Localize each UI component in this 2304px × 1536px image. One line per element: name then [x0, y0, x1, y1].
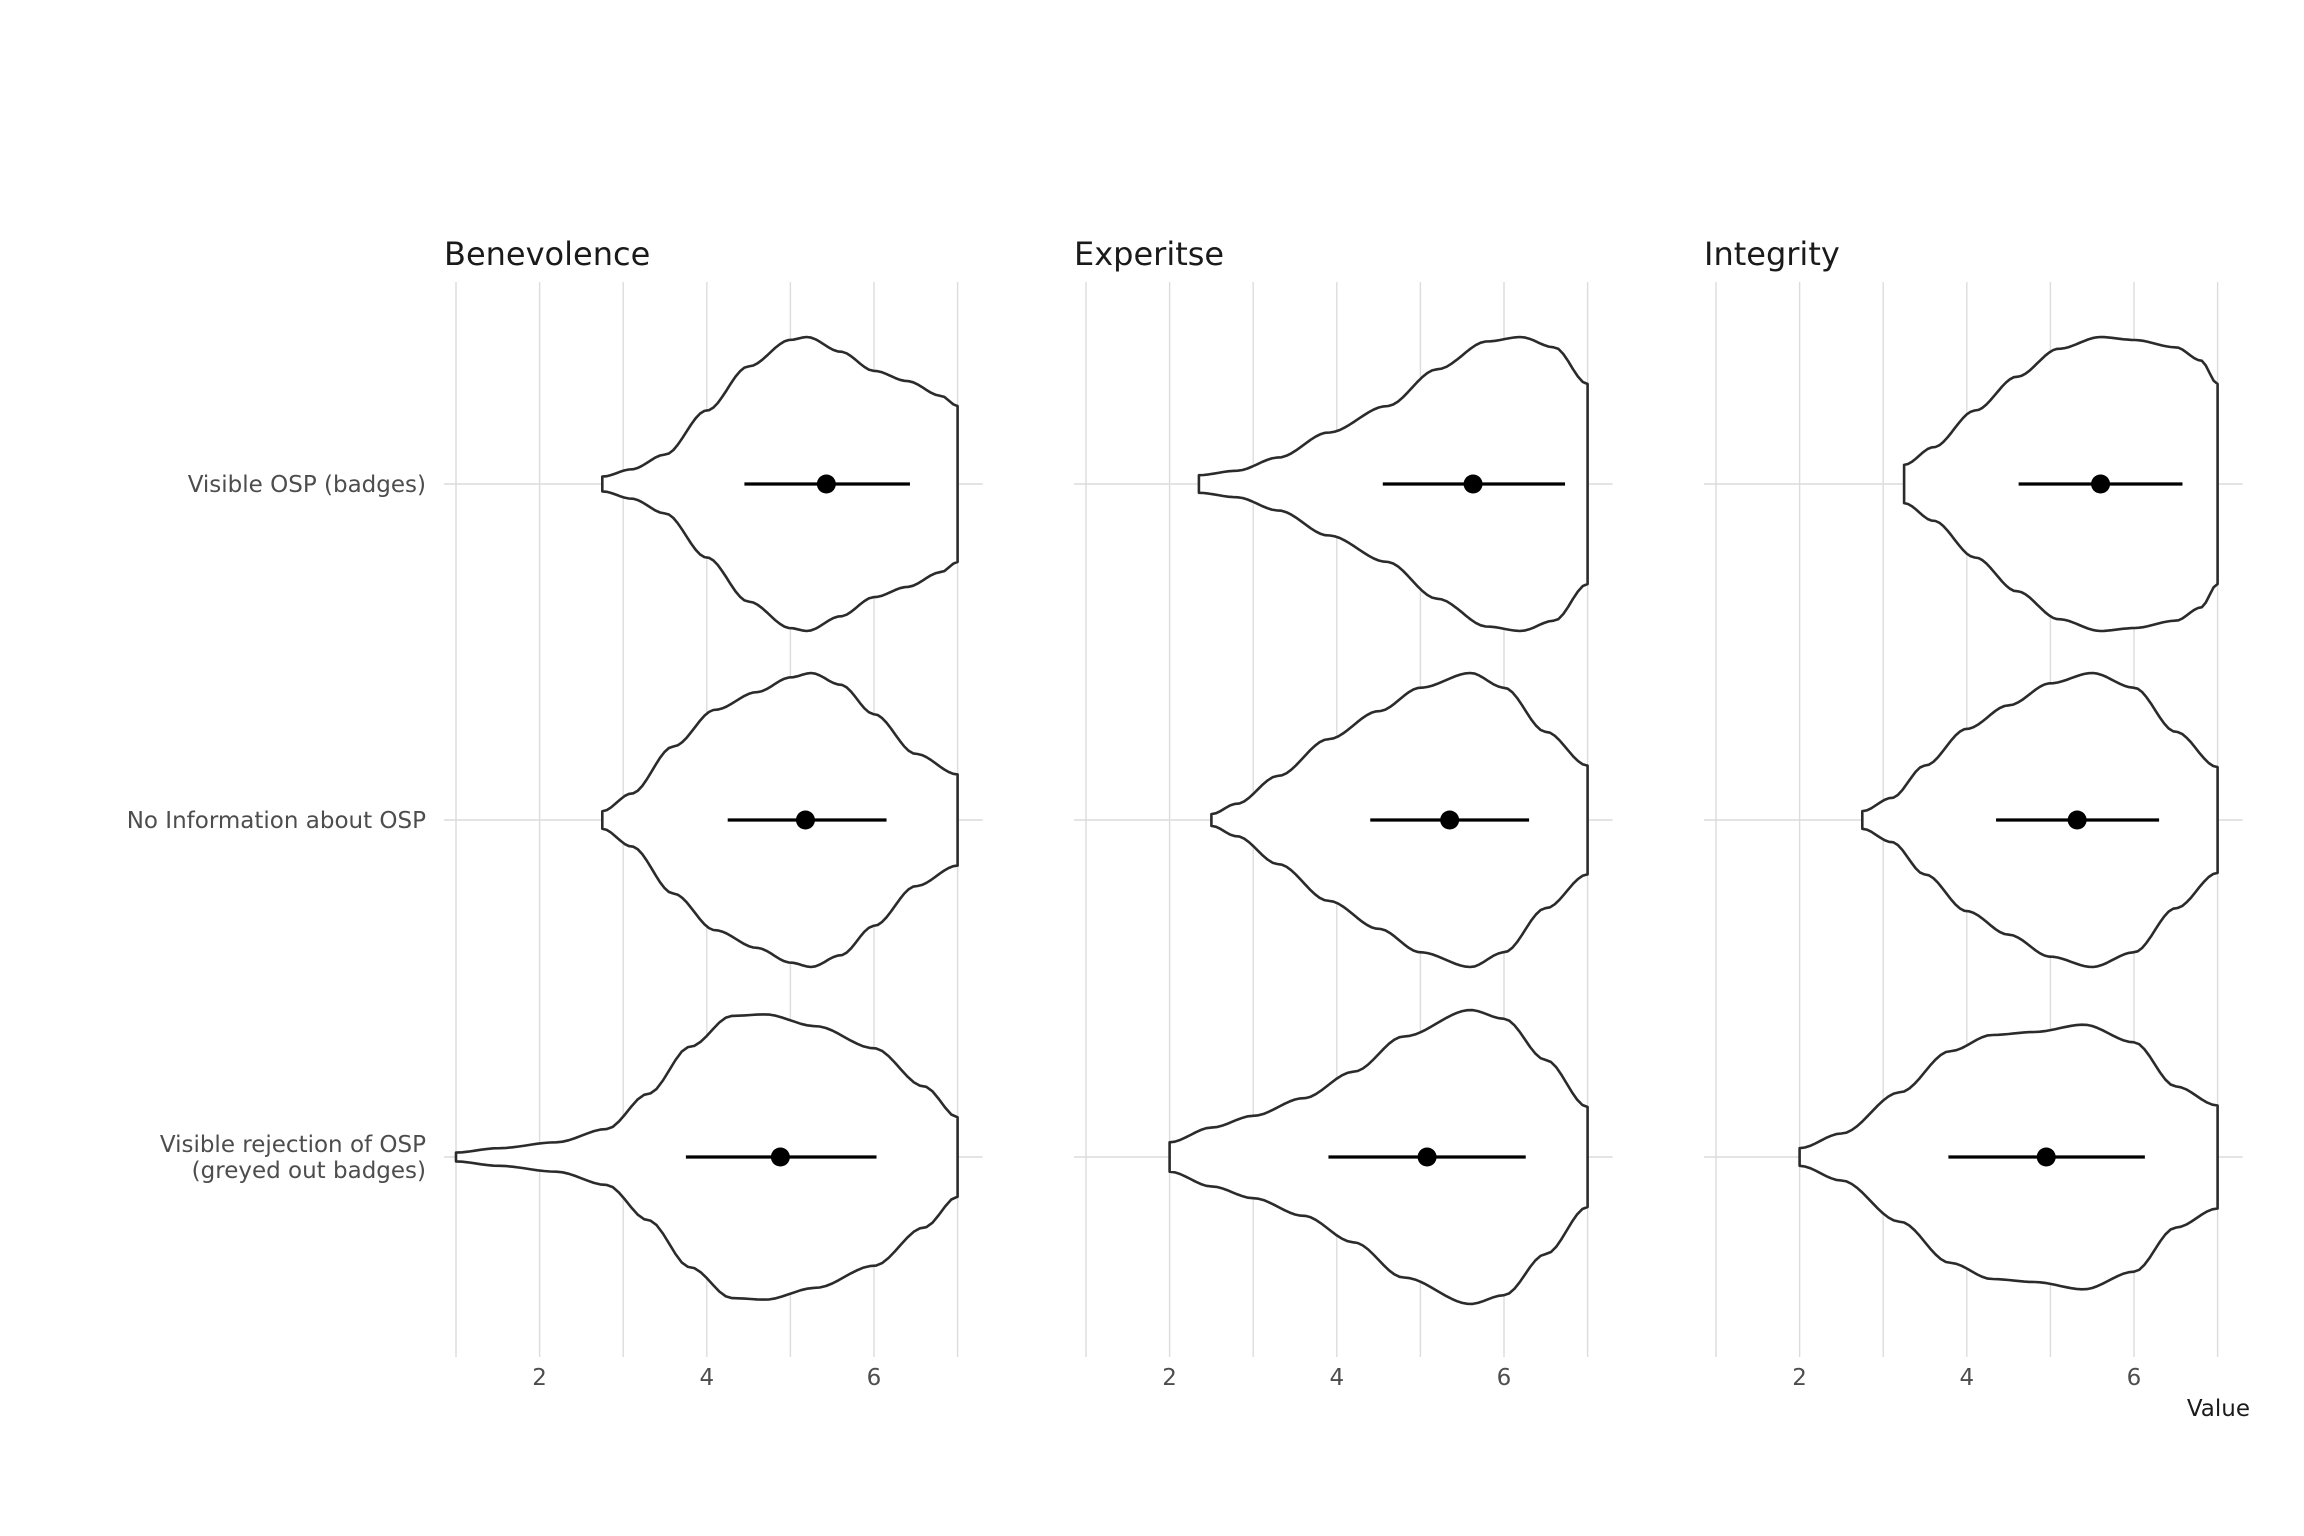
x-tick-label: 4 [1959, 1365, 1974, 1391]
mean-point [2036, 1147, 2056, 1167]
mean-point [770, 1147, 790, 1167]
facet-title: Benevolence [444, 235, 650, 273]
x-tick-label: 6 [867, 1365, 882, 1391]
x-tick-label: 4 [699, 1365, 714, 1391]
x-axis-title: Value [2187, 1396, 2250, 1422]
x-tick-label: 2 [1792, 1365, 1807, 1391]
mean-point [1463, 474, 1483, 494]
x-tick-label: 4 [1329, 1365, 1344, 1391]
x-tick-label: 6 [2127, 1365, 2142, 1391]
category-label: No Information about OSP [127, 808, 426, 834]
category-label: Visible rejection of OSP (greyed out badg… [160, 1132, 426, 1184]
violin-layer [454, 335, 2219, 1306]
facet-title: Integrity [1704, 235, 1840, 273]
text-layer: Benevolence 2 4 6 Experitse 2 4 6 Integrity 2 4 6 Vi… [127, 235, 2142, 1391]
mean-point [2091, 474, 2111, 494]
x-tick-label: 2 [532, 1365, 547, 1391]
x-tick-label: 2 [1162, 1365, 1177, 1391]
x-tick-label: 6 [1497, 1365, 1512, 1391]
mean-point [795, 810, 815, 830]
mean-point [1417, 1147, 1437, 1167]
mean-point [1440, 810, 1460, 830]
facet-title: Experitse [1074, 235, 1224, 273]
mean-point [816, 474, 836, 494]
mean-point [2067, 810, 2087, 830]
category-label: Visible OSP (badges) [188, 472, 426, 498]
